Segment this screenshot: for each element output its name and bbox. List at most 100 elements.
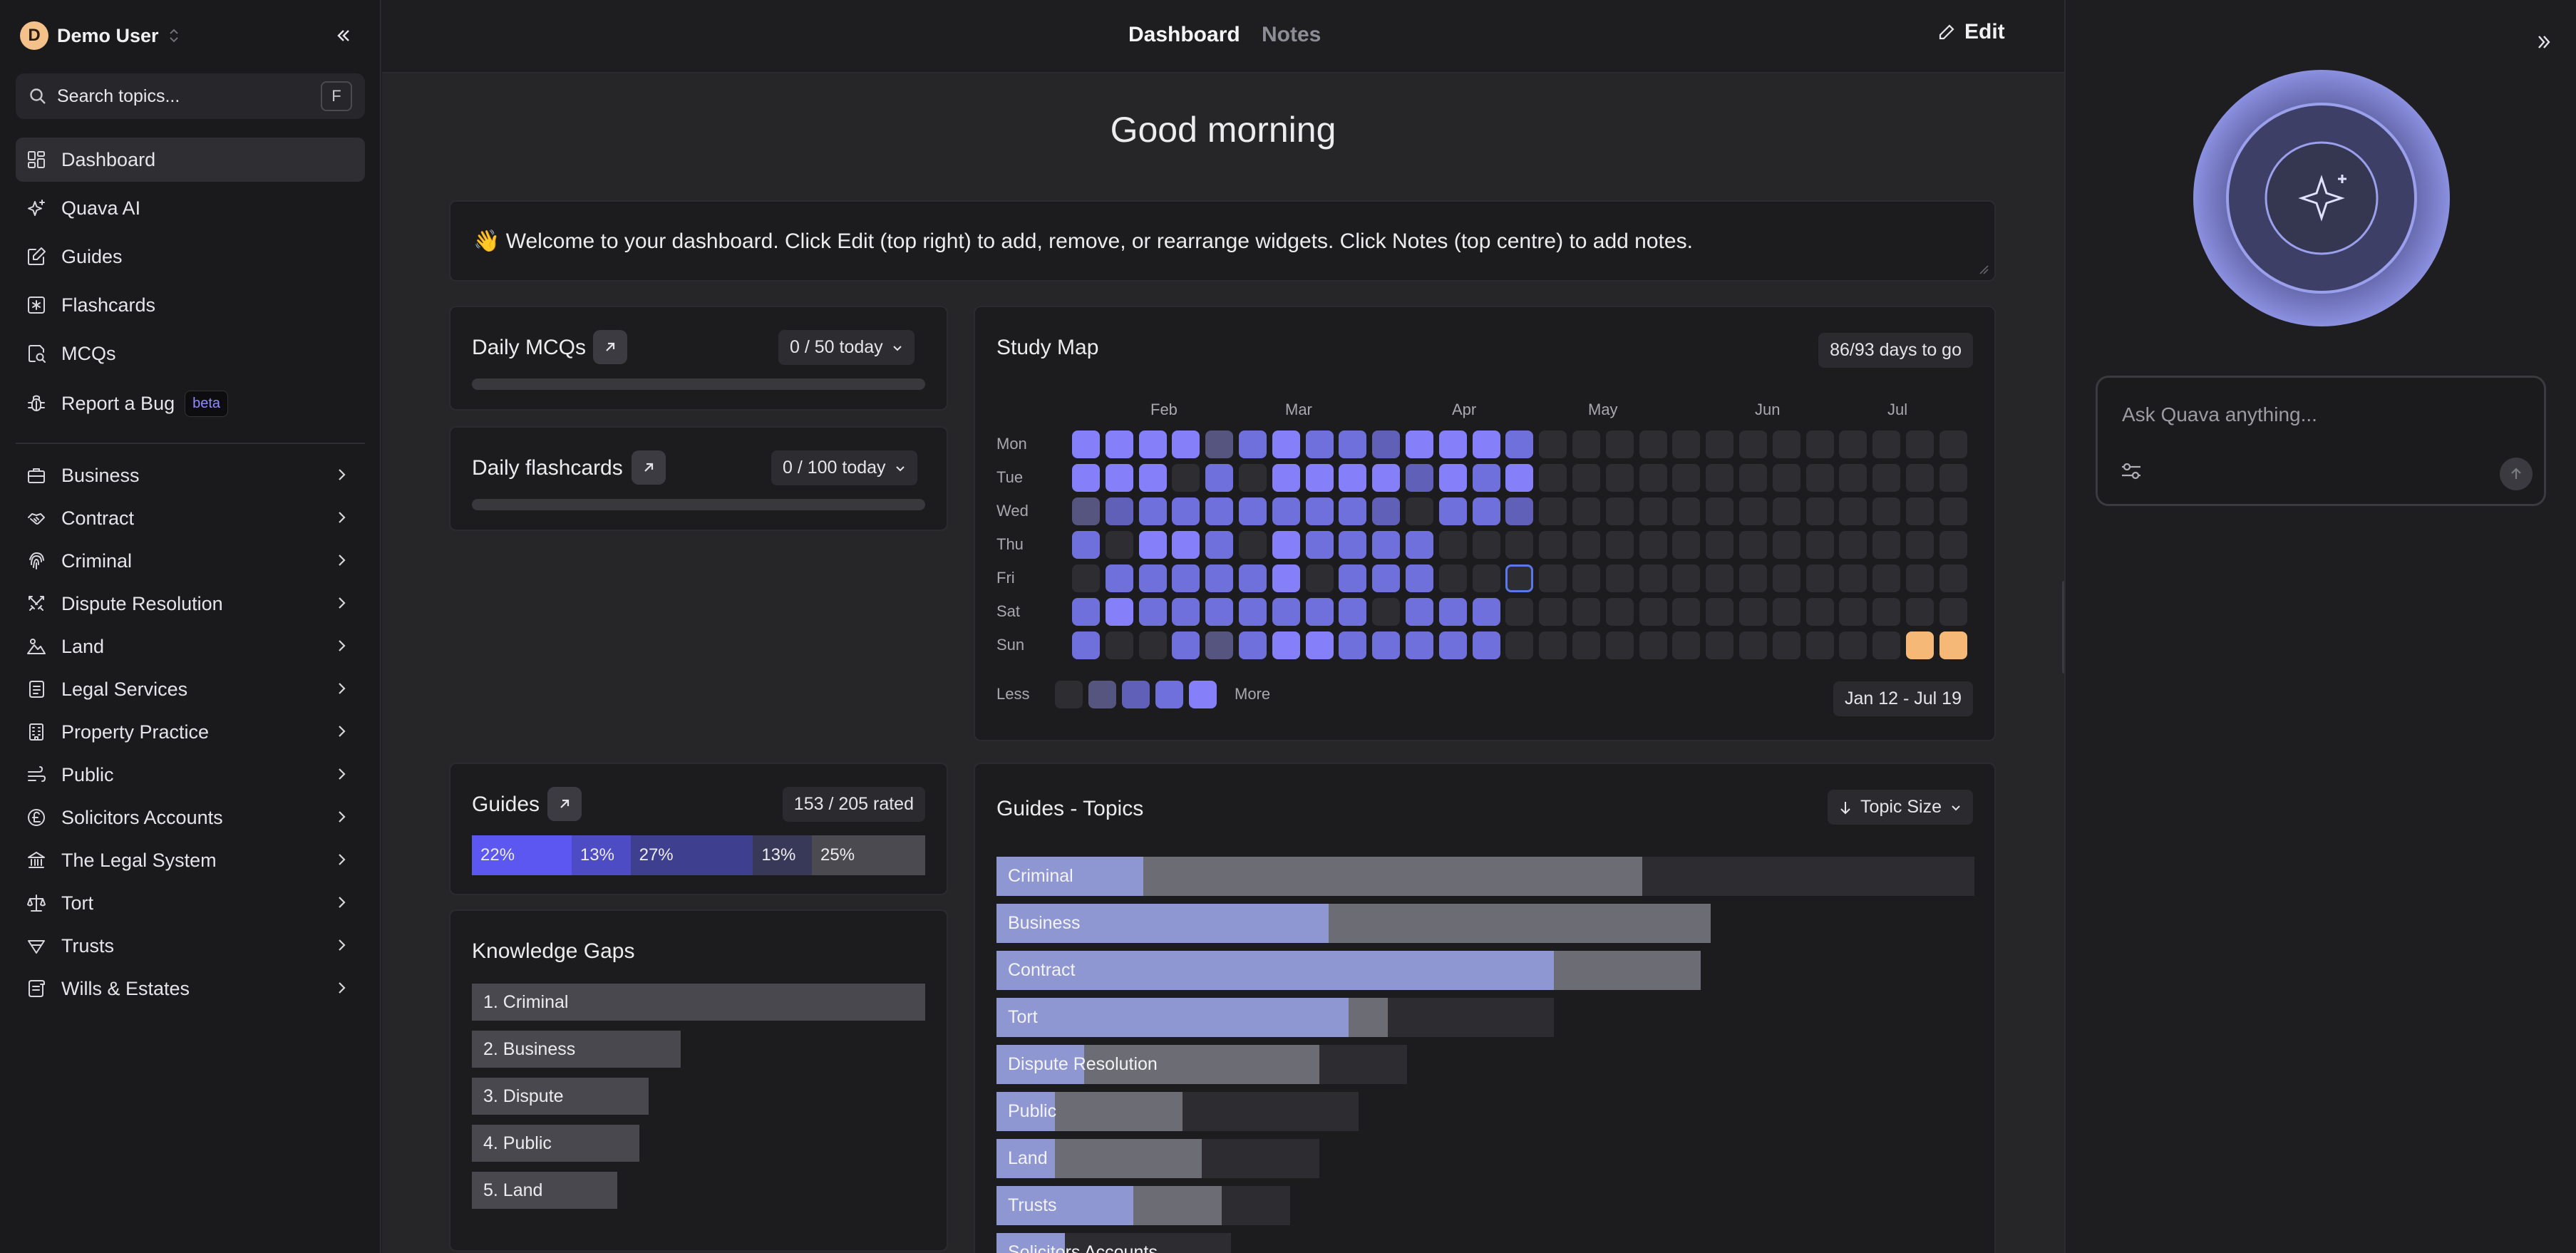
heatmap-cell[interactable]	[1272, 531, 1300, 559]
heatmap-cell[interactable]	[1772, 464, 1800, 492]
heatmap-cell[interactable]	[1138, 564, 1167, 592]
heatmap-cell[interactable]	[1939, 430, 1967, 458]
heatmap-cell[interactable]	[1539, 598, 1567, 626]
sidebar-topic-business[interactable]: Business	[16, 455, 365, 495]
flashcard-goal-dropdown[interactable]: 0 / 100 today	[771, 450, 917, 485]
heatmap-cell[interactable]	[1505, 497, 1534, 525]
knowledge-gap-item[interactable]: 3. Dispute Resolution	[472, 1078, 649, 1143]
heatmap-cell[interactable]	[1105, 598, 1133, 626]
heatmap-cell[interactable]	[1138, 598, 1167, 626]
heatmap-cell[interactable]	[1239, 631, 1267, 659]
heatmap-cell[interactable]	[1939, 464, 1967, 492]
search-input[interactable]: Search topics... F	[16, 73, 365, 119]
sidebar-topic-tort[interactable]: Tort	[16, 883, 365, 923]
open-mcqs-button[interactable]	[593, 330, 627, 364]
heatmap-cell[interactable]	[1205, 497, 1234, 525]
heatmap-cell[interactable]	[1205, 598, 1234, 626]
heatmap-cell[interactable]	[1639, 430, 1667, 458]
heatmap-cell[interactable]	[1406, 430, 1433, 458]
heatmap-cell[interactable]	[1505, 464, 1534, 492]
heatmap-cell[interactable]	[1205, 564, 1234, 592]
heatmap-cell[interactable]	[1438, 464, 1467, 492]
heatmap-cell[interactable]	[1772, 564, 1800, 592]
collapse-sidebar-icon[interactable]	[329, 21, 358, 50]
heatmap-cell[interactable]	[1572, 464, 1600, 492]
heatmap-cell[interactable]	[1739, 497, 1767, 525]
heatmap-cell[interactable]	[1272, 564, 1300, 592]
sidebar-topic-contract[interactable]: Contract	[16, 498, 365, 538]
heatmap-cell[interactable]	[1438, 531, 1467, 559]
heatmap-cell[interactable]	[1305, 497, 1334, 525]
heatmap-cell[interactable]	[1872, 631, 1901, 659]
heatmap-cell[interactable]	[1772, 531, 1800, 559]
heatmap-cell[interactable]	[1339, 464, 1367, 492]
topic-bar-row[interactable]: Land	[996, 1139, 1974, 1178]
heatmap-cell[interactable]	[1672, 531, 1701, 559]
heatmap-cell[interactable]	[1739, 464, 1767, 492]
heatmap-cell[interactable]	[1372, 464, 1401, 492]
heatmap-cell[interactable]	[1572, 631, 1600, 659]
heatmap-cell[interactable]	[1438, 497, 1467, 525]
heatmap-cell[interactable]	[1572, 430, 1600, 458]
heatmap-cell[interactable]	[1906, 497, 1934, 525]
heatmap-cell[interactable]	[1772, 430, 1800, 458]
heatmap-cell[interactable]	[1072, 497, 1100, 525]
heatmap-cell[interactable]	[1639, 531, 1667, 559]
tab-dashboard[interactable]: Dashboard	[1128, 23, 1240, 46]
heatmap-cell[interactable]	[1239, 430, 1267, 458]
heatmap-cell[interactable]	[1172, 564, 1200, 592]
topic-bar-row[interactable]: Business	[996, 904, 1974, 943]
heatmap-cell[interactable]	[1406, 464, 1433, 492]
heatmap-cell[interactable]	[1639, 598, 1667, 626]
heatmap-cell[interactable]	[1239, 598, 1267, 626]
heatmap-cell[interactable]	[1706, 531, 1734, 559]
heatmap-cell[interactable]	[1672, 631, 1701, 659]
heatmap-cell[interactable]	[1072, 598, 1100, 626]
heatmap-cell[interactable]	[1406, 497, 1433, 525]
heatmap-cell[interactable]	[1939, 598, 1967, 626]
heatmap-cell[interactable]	[1805, 497, 1834, 525]
heatmap-cell[interactable]	[1539, 464, 1567, 492]
heatmap-cell[interactable]	[1138, 464, 1167, 492]
heatmap-cell[interactable]	[1605, 598, 1634, 626]
heatmap-cell[interactable]	[1339, 564, 1367, 592]
heatmap-cell[interactable]	[1138, 497, 1167, 525]
heatmap-cell[interactable]	[1872, 564, 1901, 592]
heatmap-cell[interactable]	[1906, 430, 1934, 458]
knowledge-gap-item[interactable]: 4. Public	[472, 1125, 640, 1162]
heatmap-cell[interactable]	[1706, 430, 1734, 458]
heatmap-cell[interactable]	[1105, 564, 1133, 592]
heatmap-cell[interactable]	[1605, 564, 1634, 592]
open-flashcards-button[interactable]	[632, 450, 666, 485]
heatmap-cell[interactable]	[1172, 631, 1200, 659]
sidebar-topic-dispute-resolution[interactable]: Dispute Resolution	[16, 584, 365, 624]
sidebar-nav-report-a-bug[interactable]: Report a Bug beta	[16, 381, 365, 426]
heatmap-cell[interactable]	[1072, 464, 1100, 492]
heatmap-cell[interactable]	[1138, 531, 1167, 559]
heatmap-cell[interactable]	[1605, 430, 1634, 458]
heatmap-cell[interactable]	[1339, 497, 1367, 525]
heatmap-cell[interactable]	[1639, 564, 1667, 592]
sidebar-nav-quava-ai[interactable]: Quava AI	[16, 186, 365, 230]
heatmap-cell[interactable]	[1739, 598, 1767, 626]
heatmap-cell[interactable]	[1239, 497, 1267, 525]
heatmap-cell[interactable]	[1438, 430, 1467, 458]
heatmap-cell[interactable]	[1739, 430, 1767, 458]
heatmap-cell[interactable]	[1372, 531, 1401, 559]
heatmap-cell[interactable]	[1672, 564, 1701, 592]
sidebar-topic-solicitors-accounts[interactable]: Solicitors Accounts	[16, 798, 365, 837]
sidebar-topic-public[interactable]: Public	[16, 755, 365, 795]
heatmap-cell[interactable]	[1172, 430, 1200, 458]
heatmap-cell[interactable]	[1172, 464, 1200, 492]
heatmap-cell[interactable]	[1539, 430, 1567, 458]
topic-bar-row[interactable]: Trusts	[996, 1186, 1974, 1225]
sidebar-topic-the-legal-system[interactable]: The Legal System	[16, 840, 365, 880]
heatmap-cell[interactable]	[1305, 430, 1334, 458]
resize-grip-icon[interactable]	[1979, 264, 1989, 274]
heatmap-cell[interactable]	[1872, 598, 1901, 626]
heatmap-cell[interactable]	[1672, 598, 1701, 626]
heatmap-cell[interactable]	[1272, 598, 1300, 626]
heatmap-cell[interactable]	[1505, 598, 1534, 626]
heatmap-cell[interactable]	[1872, 531, 1901, 559]
heatmap-cell[interactable]	[1805, 531, 1834, 559]
